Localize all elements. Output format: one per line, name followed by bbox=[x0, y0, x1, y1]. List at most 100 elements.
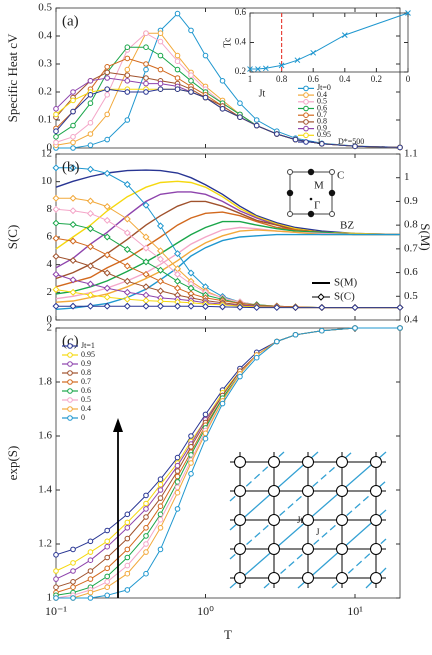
lattice-site bbox=[336, 514, 348, 526]
marker bbox=[124, 525, 131, 531]
marker bbox=[174, 302, 182, 310]
y-tick-label: 2 bbox=[47, 286, 53, 298]
marker bbox=[103, 269, 111, 277]
marker bbox=[124, 66, 131, 73]
marker bbox=[53, 111, 59, 118]
plot-frame bbox=[55, 327, 401, 599]
marker bbox=[86, 197, 94, 205]
marker bbox=[156, 277, 165, 285]
marker bbox=[253, 354, 260, 361]
marker bbox=[52, 286, 60, 294]
marker bbox=[351, 304, 359, 312]
marker bbox=[143, 506, 149, 512]
diagram-label: J bbox=[316, 527, 320, 537]
marker bbox=[143, 75, 149, 81]
marker bbox=[219, 303, 227, 311]
y-axis-label: exp(S) bbox=[5, 446, 20, 481]
legend-label: Jt=0 bbox=[317, 83, 331, 92]
marker bbox=[69, 164, 77, 172]
y-tick-label: 1.8 bbox=[38, 376, 52, 388]
x-axis-label: Jt bbox=[259, 88, 266, 99]
marker bbox=[319, 141, 325, 147]
series-line bbox=[55, 327, 400, 556]
marker bbox=[142, 283, 150, 291]
bz-corner bbox=[329, 169, 335, 175]
legend-label: 0.4 bbox=[81, 404, 91, 413]
legend-marker bbox=[67, 415, 73, 421]
y-tick-label: 0 bbox=[47, 314, 53, 326]
lattice-site bbox=[370, 456, 382, 468]
y-tick-label: 12 bbox=[41, 148, 52, 160]
marker bbox=[70, 560, 76, 566]
marker bbox=[157, 52, 164, 59]
marker bbox=[103, 293, 111, 301]
marker bbox=[318, 304, 326, 312]
marker bbox=[104, 538, 110, 545]
legend-marker bbox=[317, 293, 325, 301]
marker bbox=[405, 10, 411, 16]
marker bbox=[104, 592, 110, 599]
series-line bbox=[55, 180, 401, 250]
marker bbox=[219, 78, 226, 84]
marker bbox=[174, 454, 181, 461]
marker bbox=[70, 584, 76, 591]
marker bbox=[53, 576, 59, 582]
lattice-site bbox=[302, 514, 314, 526]
y-tick-label: 0.6 bbox=[235, 7, 247, 17]
marker bbox=[157, 503, 164, 510]
lattice-site bbox=[234, 543, 246, 555]
y2-tick-label: 0.7 bbox=[404, 242, 418, 254]
marker bbox=[86, 262, 94, 270]
legend-label: 1 bbox=[317, 137, 321, 146]
marker bbox=[397, 144, 403, 151]
marker bbox=[87, 538, 94, 545]
marker bbox=[104, 64, 110, 70]
marker bbox=[124, 44, 131, 51]
y2-tick-label: 1.1 bbox=[404, 148, 418, 160]
marker bbox=[174, 250, 182, 258]
lattice-site bbox=[268, 514, 280, 526]
legend-label: 0.6 bbox=[317, 103, 327, 112]
marker bbox=[273, 304, 281, 312]
series-line bbox=[56, 327, 400, 599]
marker bbox=[157, 516, 164, 523]
legend-label: 0.9 bbox=[317, 123, 327, 132]
marker bbox=[52, 252, 60, 260]
marker bbox=[52, 270, 60, 278]
lattice-diagonal bbox=[229, 451, 353, 560]
marker bbox=[291, 304, 300, 312]
marker bbox=[142, 233, 150, 241]
marker bbox=[237, 100, 243, 106]
marker bbox=[143, 61, 149, 67]
y-tick-label: 0.4 bbox=[235, 37, 247, 47]
marker bbox=[104, 543, 110, 550]
marker bbox=[87, 131, 94, 137]
marker bbox=[123, 295, 131, 303]
marker bbox=[157, 38, 164, 45]
x-tick-label: 0.6 bbox=[308, 74, 320, 84]
marker bbox=[70, 134, 76, 140]
legend-marker bbox=[67, 379, 73, 385]
marker bbox=[278, 62, 285, 69]
marker bbox=[174, 506, 181, 512]
marker bbox=[124, 117, 131, 123]
marker bbox=[174, 10, 181, 17]
marker bbox=[123, 277, 131, 285]
legend-label: 0.7 bbox=[317, 110, 327, 119]
marker bbox=[156, 255, 165, 263]
marker bbox=[253, 304, 261, 312]
y-tick-label: 0.4 bbox=[38, 30, 52, 42]
legend-marker bbox=[67, 406, 73, 412]
marker bbox=[103, 284, 111, 292]
marker bbox=[156, 222, 165, 230]
marker bbox=[69, 288, 77, 296]
legend-label: S(M) bbox=[334, 277, 358, 289]
marker bbox=[69, 257, 77, 265]
legend-marker bbox=[303, 92, 309, 98]
y2-axis-label: S(M) bbox=[418, 223, 432, 250]
marker bbox=[142, 258, 150, 266]
marker bbox=[104, 136, 110, 143]
y-tick-label: 1.4 bbox=[38, 484, 52, 496]
series-line bbox=[250, 12, 409, 70]
lattice-site bbox=[234, 514, 246, 526]
